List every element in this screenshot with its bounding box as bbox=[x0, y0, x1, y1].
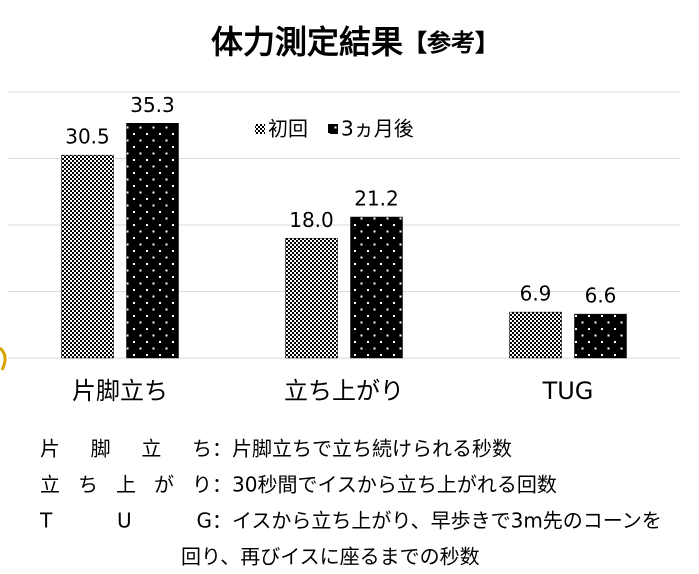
legend-label: 3ヵ月後 bbox=[341, 117, 414, 141]
note-separator: ： bbox=[212, 437, 232, 461]
bar bbox=[285, 238, 338, 359]
data-label: 18.0 bbox=[289, 208, 334, 232]
note-term: T U G bbox=[39, 509, 212, 533]
note-desc: 30秒間でイスから立ち上がれる回数 bbox=[232, 473, 557, 497]
bar bbox=[350, 216, 403, 359]
note-desc: 片脚立ちで立ち続けられる秒数 bbox=[232, 437, 512, 461]
x-tick-label: 片脚立ち bbox=[72, 377, 168, 405]
note-separator: ： bbox=[212, 509, 232, 533]
data-label: 35.3 bbox=[130, 93, 175, 117]
data-label: 6.9 bbox=[520, 282, 552, 306]
legend-swatch bbox=[328, 124, 338, 134]
data-label: 21.2 bbox=[354, 187, 399, 211]
bar bbox=[126, 123, 179, 359]
x-tick-label: TUG bbox=[542, 377, 594, 405]
legend-label: 初回 bbox=[268, 117, 308, 141]
note-desc: イスから立ち上がり、早歩きで3m先のコーンを bbox=[232, 509, 662, 533]
data-label: 30.5 bbox=[65, 125, 110, 149]
legend-swatch bbox=[255, 124, 265, 134]
bar bbox=[509, 311, 562, 359]
data-label: 6.6 bbox=[585, 284, 617, 308]
note-term: 立ち上がり bbox=[40, 473, 212, 497]
title-note: 【参考】 bbox=[403, 29, 499, 57]
chart-title: 体力測定結果【参考】 bbox=[211, 23, 499, 61]
bar bbox=[61, 154, 114, 359]
note-separator: ： bbox=[212, 473, 232, 497]
title: 体力測定結果 bbox=[211, 23, 403, 61]
bar bbox=[574, 313, 627, 359]
note-term: 片 脚 立 ち bbox=[40, 437, 212, 461]
edge-icon bbox=[0, 346, 7, 371]
note-desc: 回り、再びイスに座るまでの秒数 bbox=[181, 545, 480, 569]
x-tick-label: 立ち上がり bbox=[284, 377, 404, 405]
